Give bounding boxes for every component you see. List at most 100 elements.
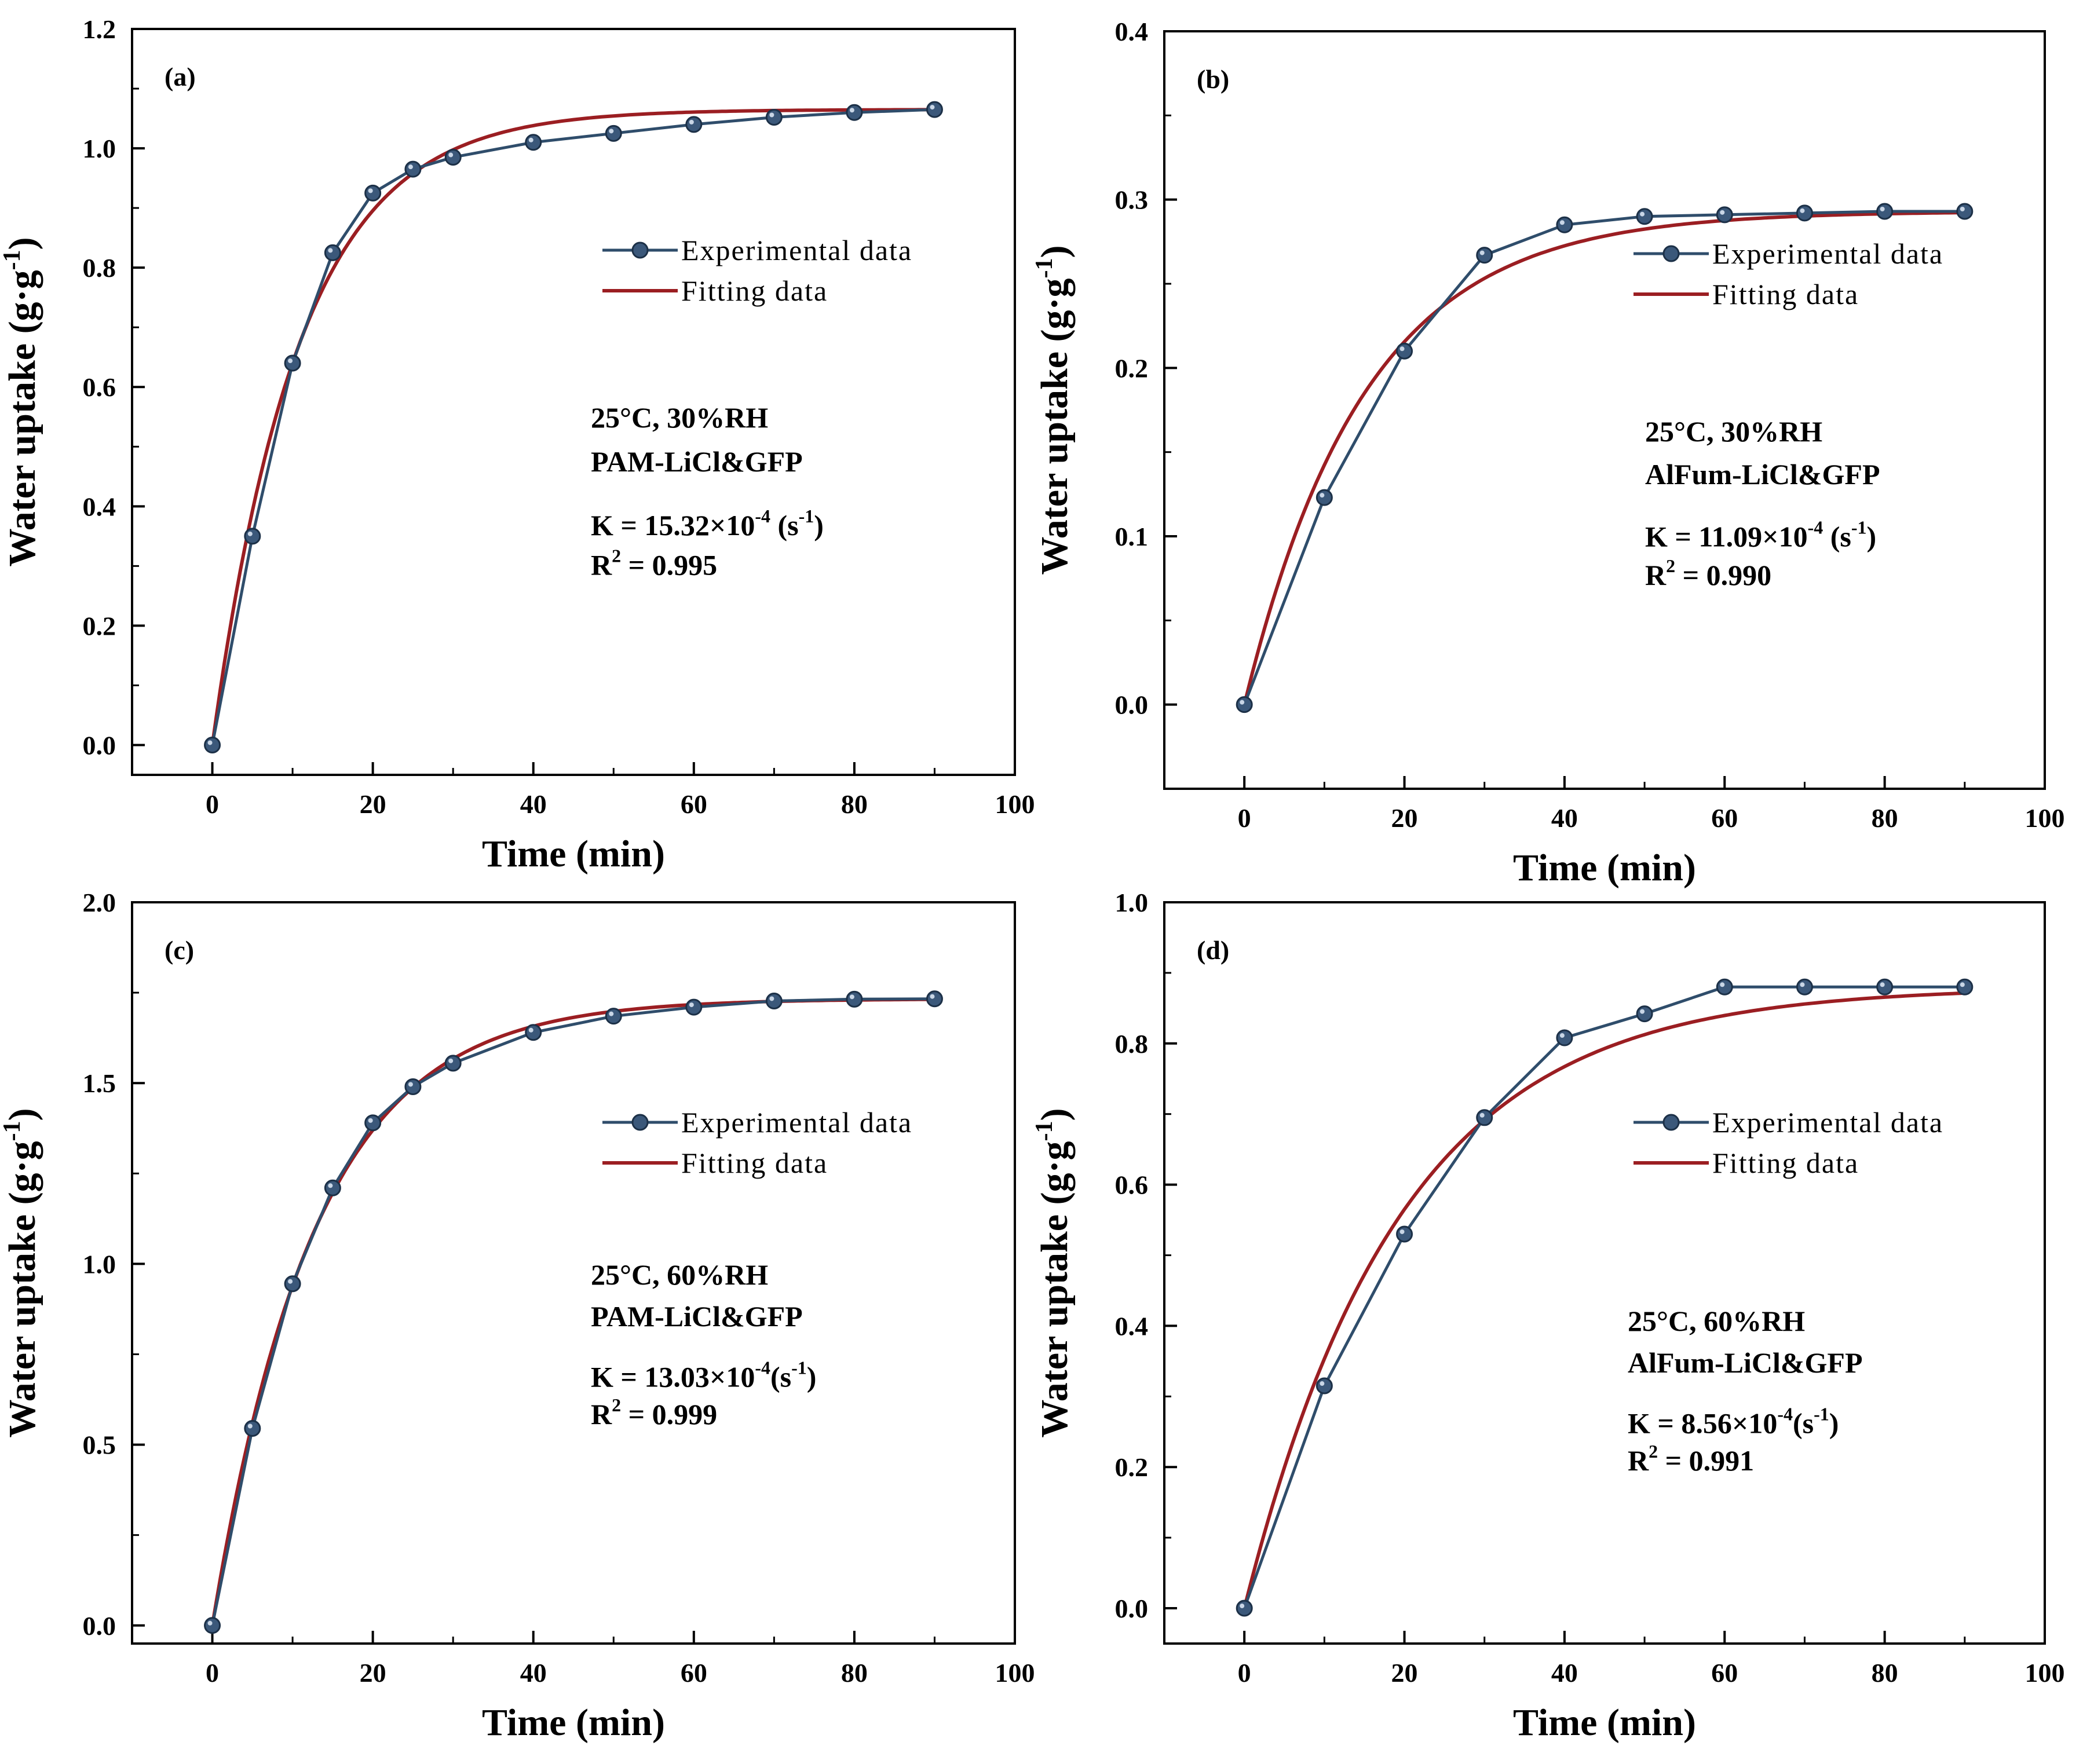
x-axis-title: Time (min)	[1513, 1701, 1696, 1744]
experimental-point	[364, 184, 382, 202]
x-tick-label: 20	[360, 789, 386, 819]
experimental-point-highlight	[1640, 211, 1645, 217]
experimental-point-highlight	[207, 740, 213, 745]
experimental-point	[765, 992, 783, 1009]
x-tick-label: 80	[1872, 1658, 1898, 1688]
experimental-point	[1396, 1225, 1413, 1243]
experimental-point-highlight	[1640, 1009, 1645, 1014]
legend-experimental-marker	[631, 241, 649, 259]
annotation-r-squared: R2 = 0.991	[1628, 1441, 1754, 1477]
experimental-point-highlight	[689, 119, 694, 125]
experimental-point-highlight	[1800, 208, 1805, 213]
annotation-rate-constant: K = 8.56×10-4(s-1)	[1628, 1403, 1839, 1439]
experimental-point	[1636, 208, 1653, 225]
annotation-r-squared: R2 = 0.990	[1645, 555, 1771, 591]
legend-experimental-marker	[1662, 245, 1680, 262]
y-tick-label: 1.0	[1115, 888, 1149, 917]
x-tick-label: 0	[1238, 1658, 1251, 1688]
experimental-point-highlight	[328, 248, 333, 253]
annotation-condition: 25°C, 60%RH	[591, 1258, 768, 1291]
experimental-point-highlight	[689, 1002, 694, 1008]
experimental-point	[525, 134, 542, 151]
experimental-point-highlight	[930, 994, 935, 999]
y-tick-label: 0.4	[83, 492, 116, 521]
chart-panel-a: 0 20 40 60 80 100 0.0 0.2 0.4 0.6 0.8 1.0 1.2 Time (m…	[0, 14, 1035, 875]
experimental-point-highlight	[207, 1620, 213, 1626]
experimental-point-highlight	[1479, 1112, 1485, 1118]
experimental-point-highlight	[1240, 700, 1245, 705]
annotation-rate-constant: K = 15.32×10-4 (s-1)	[591, 506, 824, 541]
legend-experimental-label: Experimental data	[1712, 1106, 1943, 1139]
experimental-point-highlight	[1559, 1033, 1565, 1038]
experimental-point	[846, 990, 863, 1008]
y-tick-label: 0.1	[1115, 522, 1149, 551]
experimental-point	[1716, 206, 1733, 224]
experimental-point-highlight	[528, 1027, 533, 1033]
legend-experimental-label: Experimental data	[681, 1106, 912, 1139]
legend-fitting-label: Fitting data	[1712, 1147, 1859, 1179]
x-tick-label: 60	[1711, 1658, 1738, 1688]
y-tick-label: 1.2	[83, 14, 116, 44]
y-tick-label: 0.4	[1115, 1311, 1149, 1341]
experimental-point-highlight	[849, 994, 854, 1000]
annotation-condition: 25°C, 30%RH	[1645, 415, 1822, 448]
experimental-line	[1243, 210, 1965, 705]
experimental-point	[204, 1617, 221, 1634]
y-tick-label: 2.0	[83, 888, 116, 917]
experimental-line	[211, 997, 935, 1626]
annotation-r-squared: R2 = 0.995	[591, 546, 717, 581]
experimental-point	[204, 736, 221, 753]
plot-frame	[131, 901, 1016, 1645]
experimental-point	[926, 101, 943, 118]
plot-frame	[1163, 30, 2046, 790]
annotation-material: PAM-LiCl&GFP	[591, 445, 803, 478]
experimental-point-highlight	[448, 152, 454, 158]
y-tick-label: 0.2	[1115, 1452, 1149, 1482]
experimental-point	[1236, 1600, 1253, 1617]
fitting-curve	[1243, 991, 1965, 1609]
annotation-material: AlFum-LiCl&GFP	[1645, 458, 1880, 491]
experimental-point-highlight	[1800, 982, 1805, 987]
experimental-point-highlight	[849, 108, 854, 113]
experimental-point	[1315, 1377, 1333, 1395]
y-axis-title: Water uptake (g·g-1)	[0, 1108, 43, 1437]
x-tick-label: 60	[681, 1658, 707, 1688]
experimental-point-highlight	[1720, 982, 1725, 987]
experimental-point	[1315, 489, 1333, 506]
experimental-point	[1716, 978, 1733, 996]
x-tick-label: 60	[681, 789, 707, 819]
legend-fitting-label: Fitting data	[681, 1147, 828, 1179]
annotation: 25°C, 60%RH AlFum-LiCl&GFP K = 8.56×10-4(s…	[1628, 1305, 1863, 1477]
experimental-point-highlight	[1320, 493, 1325, 498]
x-axis-title: Time (min)	[1513, 847, 1696, 889]
annotation-r-squared: R2 = 0.999	[591, 1395, 717, 1430]
y-tick-label: 0.4	[1115, 17, 1149, 46]
panel-label: (c)	[165, 935, 194, 965]
experimental-point-highlight	[247, 1423, 253, 1429]
experimental-point-highlight	[328, 1183, 333, 1188]
experimental-point	[846, 104, 863, 121]
y-tick-label: 0.0	[1115, 690, 1149, 720]
experimental-point	[444, 1055, 462, 1072]
experimental-point	[525, 1024, 542, 1041]
experimental-point	[1796, 978, 1813, 996]
y-tick-label: 1.0	[83, 134, 116, 163]
panel-label: (d)	[1197, 935, 1229, 965]
experimental-point-highlight	[288, 358, 293, 364]
experimental-point	[324, 244, 341, 261]
x-axis-title: Time (min)	[482, 1701, 665, 1744]
x-tick-label: 20	[1391, 1658, 1418, 1688]
x-tick-label: 80	[1872, 803, 1898, 833]
legend-fitting-label: Fitting data	[1712, 278, 1859, 310]
x-tick-label: 40	[520, 1658, 547, 1688]
annotation-material: AlFum-LiCl&GFP	[1628, 1346, 1863, 1379]
x-tick-label: 100	[2025, 803, 2065, 833]
experimental-point-highlight	[1880, 982, 1885, 987]
fitting-curve	[210, 108, 935, 745]
chart-panel-d: 0 20 40 60 80 100 0.0 0.2 0.4 0.6 0.8 1.0 Time (min)…	[1031, 888, 2065, 1744]
experimental-point-highlight	[408, 1082, 413, 1087]
experimental-point	[364, 1114, 382, 1132]
x-tick-label: 100	[995, 1658, 1035, 1688]
experimental-point	[1956, 978, 1974, 996]
